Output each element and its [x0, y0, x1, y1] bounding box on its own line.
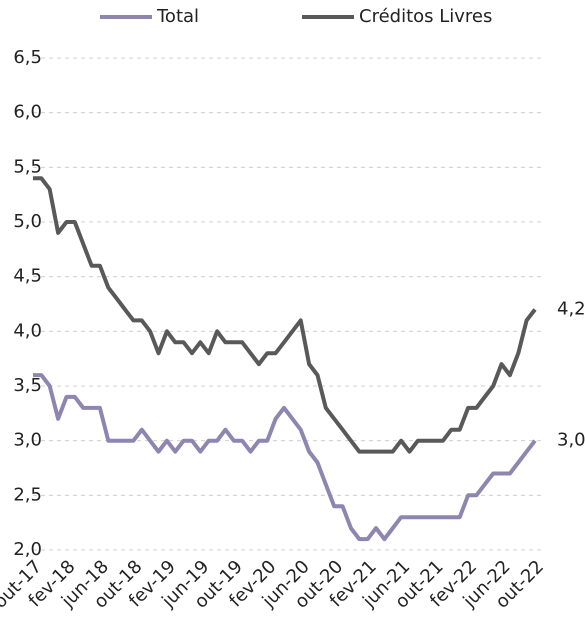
y-tick-label: 6,0 [13, 102, 42, 123]
legend-label: Créditos Livres [359, 6, 492, 27]
legend-label: Total [156, 6, 199, 27]
series-line [33, 176, 537, 454]
y-tick-label: 3,5 [13, 375, 42, 396]
series-line [33, 373, 537, 542]
end-label: 4,2 [557, 298, 585, 319]
y-tick-label: 2,0 [13, 539, 42, 560]
end-label: 3,0 [557, 430, 585, 451]
y-tick-label: 5,0 [13, 211, 42, 232]
y-tick-label: 4,5 [13, 266, 42, 287]
y-tick-label: 2,5 [13, 484, 42, 505]
y-tick-label: 4,0 [13, 320, 42, 341]
y-tick-label: 3,0 [13, 430, 42, 451]
y-tick-label: 5,5 [13, 156, 42, 177]
y-tick-label: 6,5 [13, 47, 42, 68]
